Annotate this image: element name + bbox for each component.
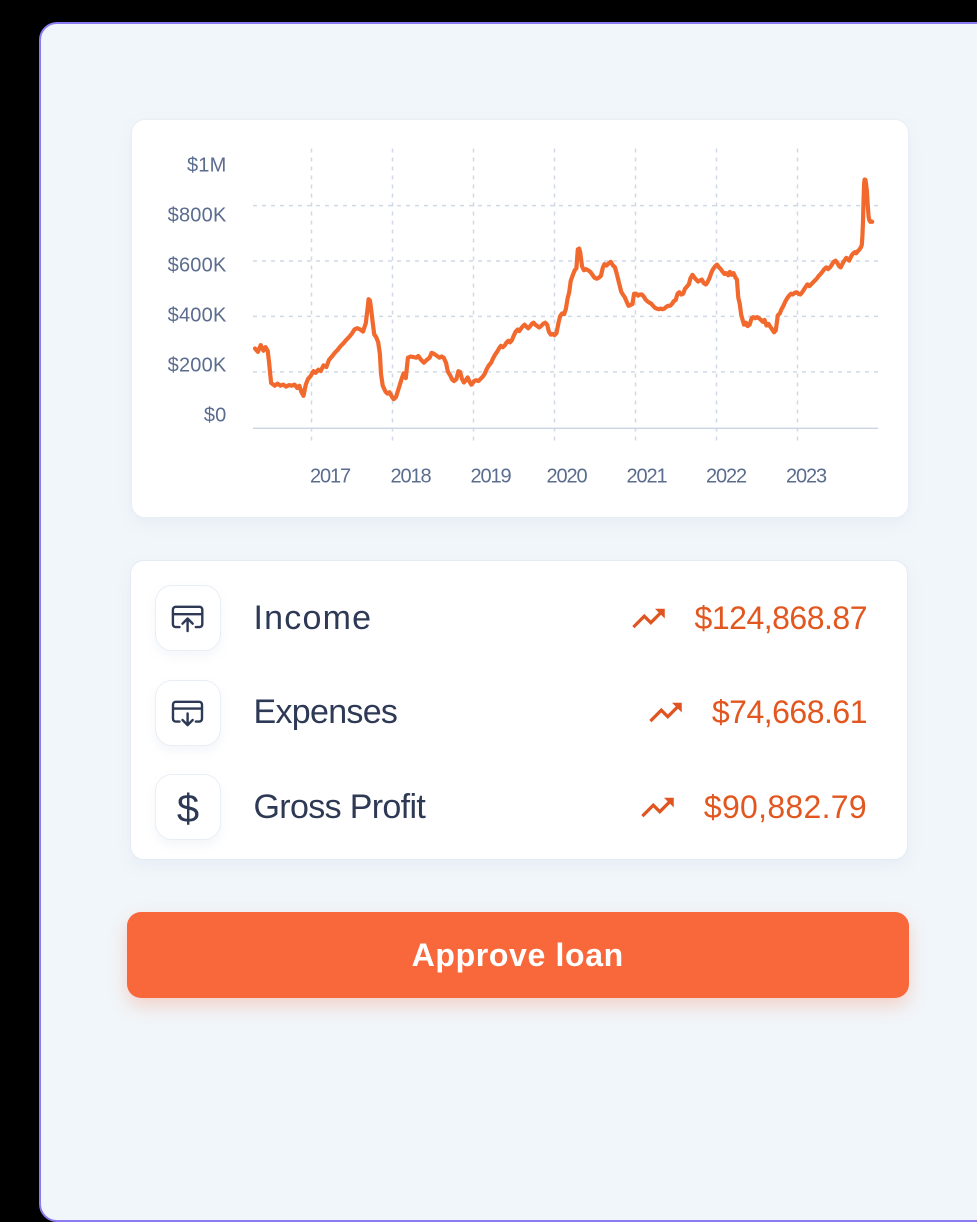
svg-text:$600K: $600K bbox=[168, 254, 227, 276]
svg-text:$0: $0 bbox=[204, 404, 227, 426]
svg-text:$400K: $400K bbox=[168, 304, 227, 326]
svg-text:2017: 2017 bbox=[310, 466, 351, 488]
svg-text:2022: 2022 bbox=[706, 466, 747, 488]
svg-text:2019: 2019 bbox=[470, 466, 511, 488]
svg-text:2018: 2018 bbox=[390, 466, 431, 488]
svg-text:$200K: $200K bbox=[168, 354, 227, 376]
svg-text:2023: 2023 bbox=[786, 466, 827, 488]
svg-text:$800K: $800K bbox=[168, 204, 227, 226]
svg-text:$1M: $1M bbox=[187, 154, 227, 176]
svg-text:2020: 2020 bbox=[546, 466, 587, 488]
svg-text:2021: 2021 bbox=[626, 466, 667, 488]
